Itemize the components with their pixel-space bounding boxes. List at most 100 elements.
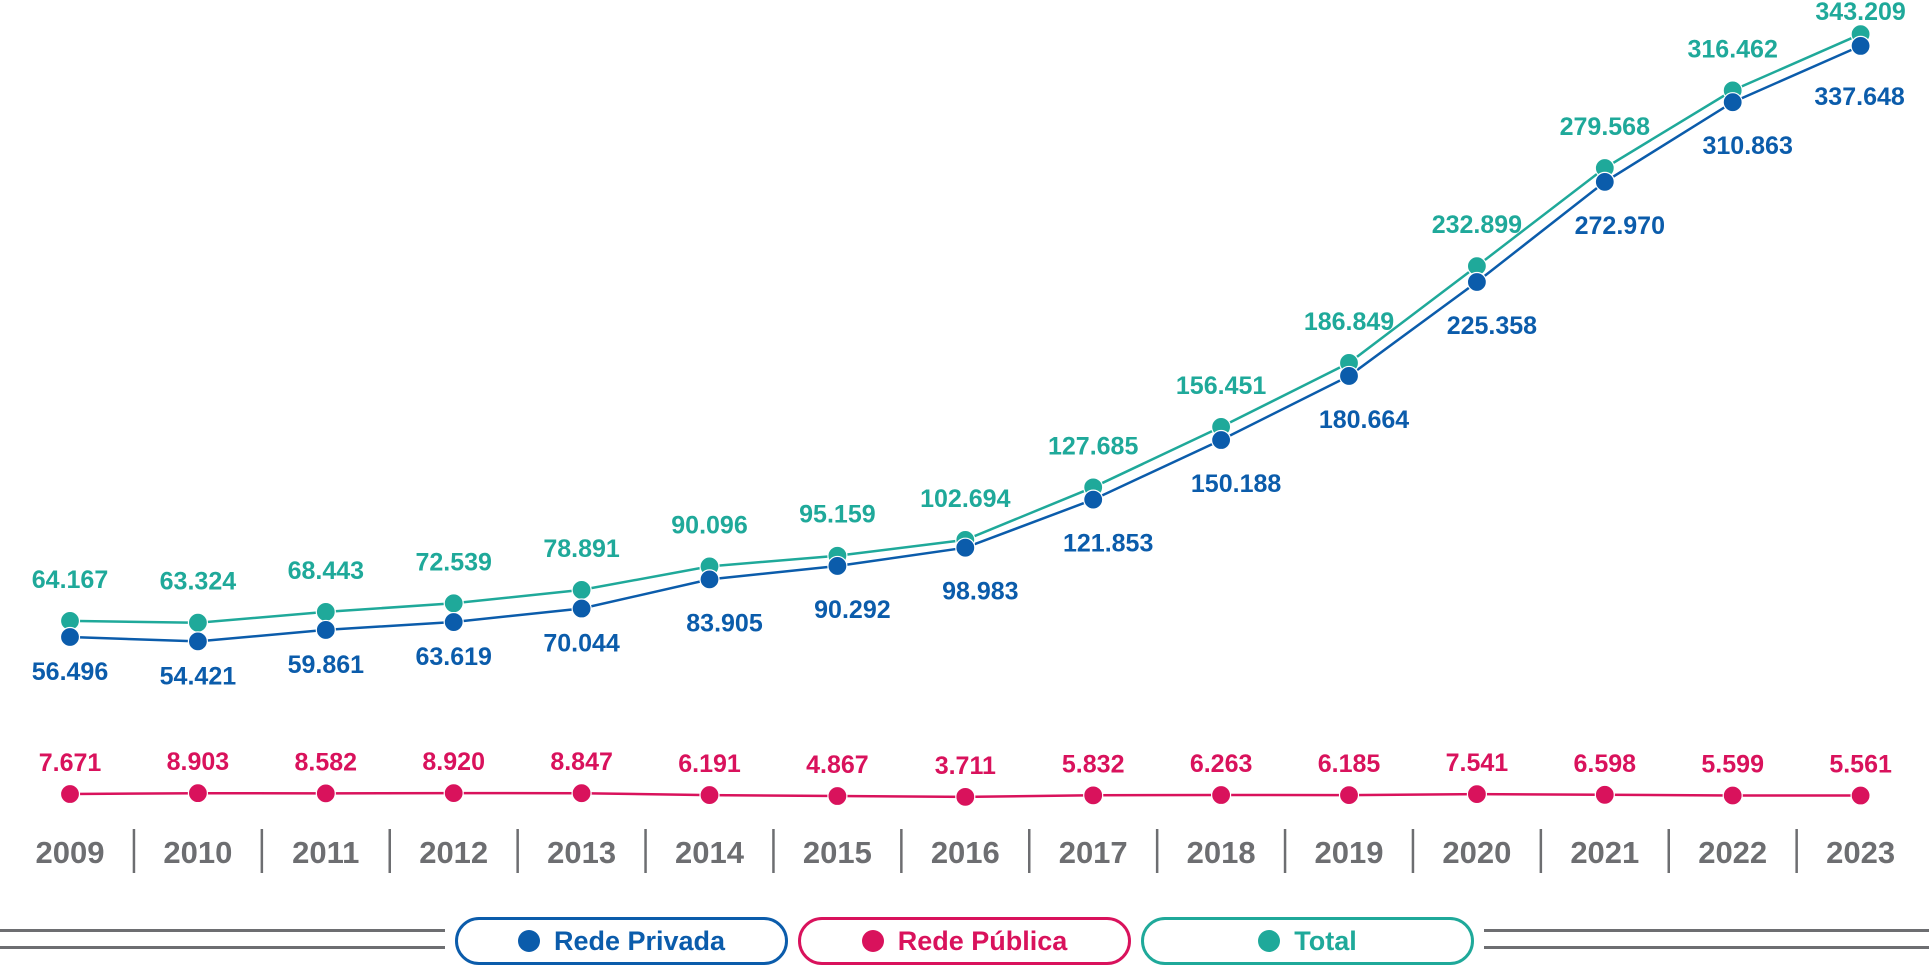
- total-data-label-2015: 95.159: [799, 501, 875, 529]
- rede-privada-point-2023: [1850, 35, 1871, 56]
- legend-item-total[interactable]: Total: [1141, 917, 1474, 965]
- rede-privada-point-2016: [955, 537, 976, 558]
- rede-publica-point-2021: [1594, 784, 1615, 805]
- rede-privada-point-2011: [315, 619, 336, 641]
- rede-publica-data-label-2013: 8.847: [550, 748, 613, 776]
- total-data-label-2016: 102.694: [920, 485, 1010, 513]
- rede-publica-point-2022: [1722, 785, 1743, 806]
- rede-publica-data-label-2023: 5.561: [1829, 751, 1892, 779]
- total-data-label-2020: 232.899: [1432, 211, 1522, 239]
- total-data-label-2017: 127.685: [1048, 432, 1138, 460]
- rede-publica-point-2020: [1466, 784, 1488, 805]
- rede-publica-point-2012: [443, 783, 464, 804]
- total-point-2010: [187, 612, 208, 633]
- rede-publica-point-2018: [1210, 784, 1232, 806]
- rede-privada-point-2021: [1594, 171, 1615, 192]
- rede-publica-point-2013: [571, 783, 592, 804]
- rede-privada-data-label-2015: 90.292: [814, 596, 890, 624]
- x-tick-label-2012: 2012: [419, 835, 488, 870]
- legend-item-rede-privada[interactable]: Rede Privada: [455, 917, 788, 965]
- total-data-label-2012: 72.539: [415, 548, 491, 576]
- rede-privada-point-2015: [827, 555, 848, 577]
- legend-rule-right-top: [1484, 929, 1929, 932]
- rede-publica-point-2017: [1083, 785, 1104, 806]
- rede-privada-data-label-2012: 63.619: [415, 643, 491, 671]
- rede-privada-data-label-2018: 150.188: [1191, 470, 1281, 498]
- rede-privada-point-2017: [1083, 489, 1104, 510]
- rede-publica-point-2011: [315, 783, 336, 804]
- legend-item-rede-publica[interactable]: Rede Pública: [798, 917, 1131, 965]
- rede-privada-data-label-2022: 310.863: [1703, 132, 1793, 160]
- rede-privada-point-2014: [699, 569, 720, 590]
- x-tick-label-2014: 2014: [675, 835, 745, 870]
- rede-privada-data-label-2009: 56.496: [32, 658, 108, 686]
- rede-publica-data-label-2010: 8.903: [167, 748, 230, 776]
- legend-rule-right-bottom: [1484, 946, 1929, 949]
- rede-privada-marker-icon: [517, 930, 540, 952]
- rede-publica-point-2009: [59, 783, 81, 805]
- rede-publica-data-label-2009: 7.671: [39, 749, 102, 777]
- rede-publica-data-label-2012: 8.920: [422, 748, 485, 776]
- rede-privada-data-label-2010: 54.421: [160, 662, 237, 690]
- total-data-label-2009: 64.167: [32, 566, 108, 594]
- rede-privada-data-label-2019: 180.664: [1319, 406, 1409, 434]
- rede-privada-data-label-2013: 70.044: [543, 630, 620, 658]
- rede-publica-point-2023: [1850, 785, 1871, 806]
- rede-privada-data-label-2011: 59.861: [288, 651, 365, 679]
- rede-privada-point-2012: [443, 611, 464, 633]
- x-tick-label-2016: 2016: [931, 835, 1000, 870]
- total-data-label-2010: 63.324: [160, 568, 237, 596]
- rede-privada-point-2013: [571, 598, 592, 619]
- rede-privada-point-2019: [1338, 365, 1360, 387]
- rede-privada-data-label-2016: 98.983: [942, 578, 1018, 606]
- line-chart: 2009 2010 2011 2012 2013 2014 2015 2016 2017 2018…: [32, 0, 1906, 873]
- total-data-label-2022: 316.462: [1688, 35, 1778, 63]
- rede-publica-data-label-2011: 8.582: [295, 748, 358, 776]
- x-tick-label-2009: 2009: [36, 835, 105, 870]
- rede-publica-marker-icon: [861, 930, 884, 952]
- rede-privada-point-2018: [1210, 429, 1232, 451]
- total-point-2013: [571, 579, 592, 601]
- x-tick-label-2017: 2017: [1059, 835, 1128, 870]
- rede-privada-point-2010: [187, 631, 208, 652]
- x-tick-label-2011: 2011: [292, 835, 359, 870]
- legend-label-total: Total: [1294, 925, 1357, 956]
- legend-rule-left-top: [0, 929, 445, 932]
- x-tick-label-2015: 2015: [803, 835, 872, 870]
- rede-publica-point-2010: [187, 783, 208, 804]
- legend-rule-left-bottom: [0, 946, 445, 949]
- rede-privada-point-2022: [1722, 92, 1743, 113]
- rede-publica-data-label-2017: 5.832: [1062, 750, 1125, 778]
- x-tick-label-2013: 2013: [547, 835, 616, 870]
- x-tick-label-2018: 2018: [1187, 835, 1256, 870]
- rede-publica-point-2015: [827, 785, 848, 807]
- x-tick-label-2020: 2020: [1442, 835, 1511, 870]
- x-tick-label-2019: 2019: [1315, 835, 1384, 870]
- rede-publica-data-label-2014: 6.191: [678, 750, 741, 778]
- rede-publica-point-2019: [1338, 784, 1360, 806]
- total-point-2012: [443, 593, 464, 614]
- total-data-label-2011: 68.443: [288, 557, 364, 585]
- total-data-label-2018: 156.451: [1176, 372, 1266, 400]
- x-tick-label-2010: 2010: [163, 835, 232, 870]
- rede-privada-point-2009: [59, 626, 81, 648]
- rede-publica-data-label-2022: 5.599: [1701, 751, 1764, 779]
- rede-privada-data-label-2020: 225.358: [1447, 312, 1537, 340]
- total-data-label-2019: 186.849: [1304, 308, 1394, 336]
- rede-privada-data-label-2021: 272.970: [1575, 212, 1665, 240]
- rede-publica-data-label-2021: 6.598: [1574, 750, 1637, 778]
- rede-publica-point-2016: [955, 786, 976, 807]
- rede-privada-data-label-2017: 121.853: [1063, 530, 1153, 558]
- rede-publica-point-2014: [699, 784, 720, 806]
- rede-publica-data-label-2018: 6.263: [1190, 750, 1253, 778]
- rede-privada-data-label-2014: 83.905: [686, 609, 763, 637]
- rede-privada-point-2020: [1466, 271, 1488, 293]
- total-data-label-2014: 90.096: [671, 511, 747, 539]
- rede-publica-data-label-2016: 3.711: [935, 752, 996, 780]
- legend-label-rede-publica: Rede Pública: [897, 925, 1068, 956]
- rede-publica-data-label-2015: 4.867: [806, 751, 869, 779]
- legend-label-rede-privada: Rede Privada: [553, 925, 726, 956]
- total-data-label-2023: 343.209: [1815, 0, 1905, 26]
- total-data-label-2021: 279.568: [1560, 113, 1650, 141]
- rede-publica-data-label-2020: 7.541: [1446, 749, 1509, 777]
